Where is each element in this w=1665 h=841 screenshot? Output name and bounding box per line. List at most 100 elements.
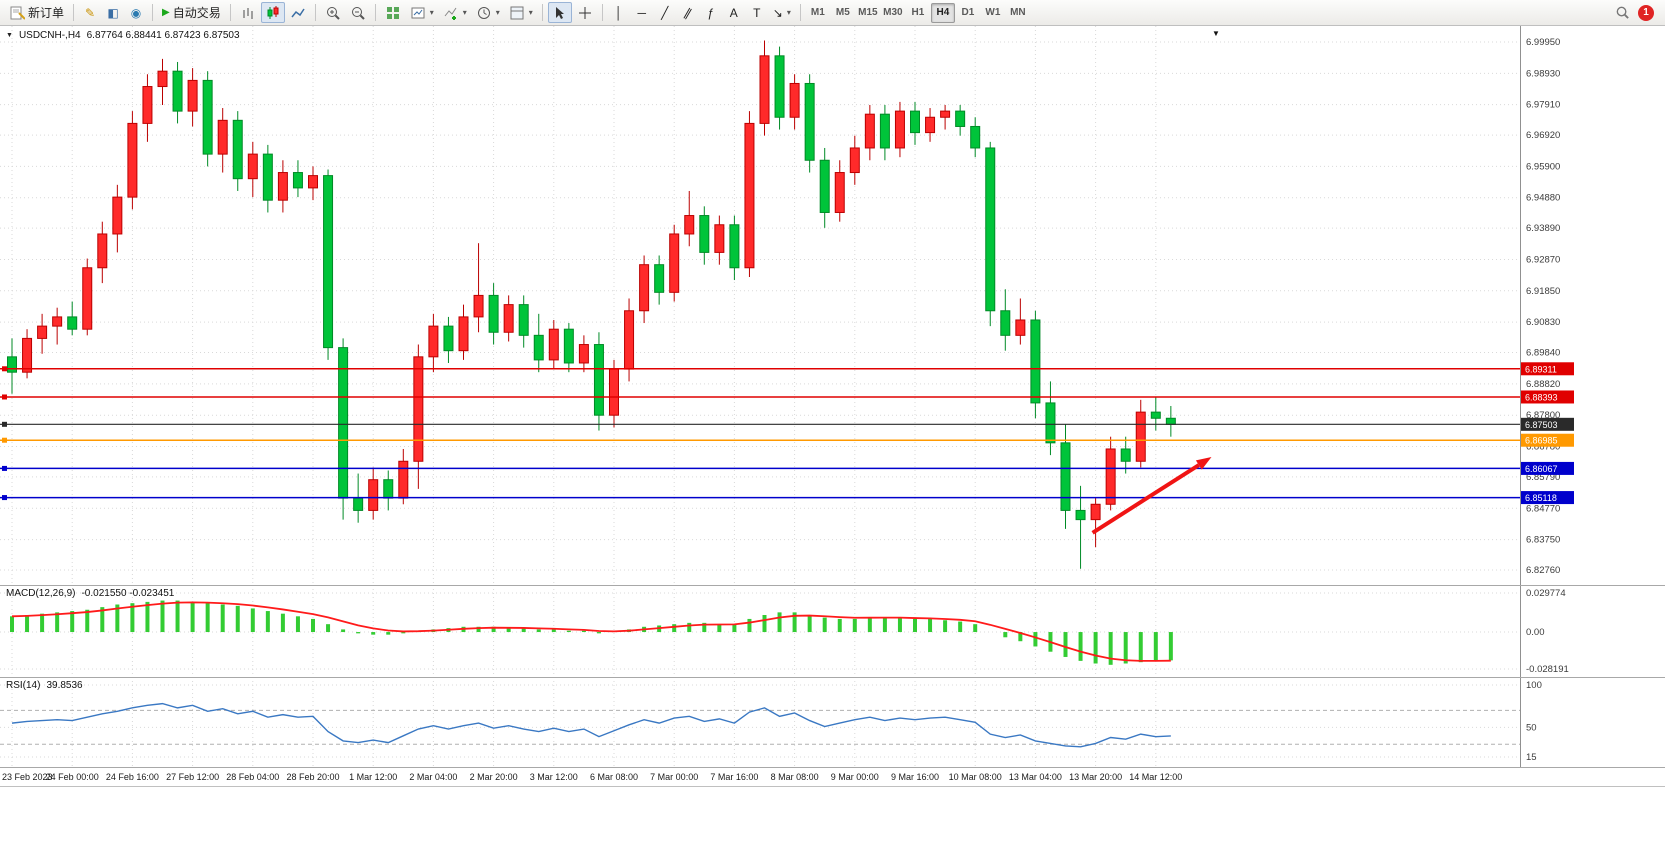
- candle: [654, 264, 665, 293]
- timeframe-m1-button[interactable]: M1: [806, 3, 830, 23]
- candle: [503, 304, 514, 333]
- level-handle[interactable]: [2, 465, 7, 471]
- strategy-tester-button[interactable]: ◧: [102, 2, 124, 23]
- candle: [684, 215, 695, 235]
- price-badge-label: 6.88393: [1525, 392, 1558, 402]
- timeframe-m5-button[interactable]: M5: [831, 3, 855, 23]
- trend-arrow-head: [1195, 456, 1212, 470]
- candle: [277, 172, 288, 201]
- candle: [308, 175, 318, 189]
- quick-trade-toggle-icon[interactable]: ▼: [6, 32, 13, 39]
- trendline-tool-button[interactable]: ╱: [654, 2, 676, 23]
- vertical-line-icon: │: [615, 5, 623, 20]
- time-axis-label: 13 Mar 20:00: [1069, 772, 1122, 782]
- bar-chart-button[interactable]: [236, 2, 260, 23]
- template-icon: [510, 6, 524, 19]
- zoom-in-button[interactable]: [321, 2, 345, 23]
- chart-shift-marker-icon[interactable]: ▼: [1212, 29, 1220, 38]
- separator: [229, 4, 231, 21]
- fibonacci-icon: ƒ: [707, 5, 715, 20]
- price-axis-label: 6.97910: [1526, 100, 1560, 111]
- rsi-line: [11, 702, 1171, 748]
- level-handle[interactable]: [2, 421, 7, 427]
- level-handle[interactable]: [2, 366, 7, 372]
- price-badge-label: 6.86985: [1525, 436, 1558, 446]
- price-badge: [1521, 362, 1574, 376]
- level-handle[interactable]: [2, 394, 7, 400]
- timeframe-h4-button[interactable]: H4: [930, 2, 955, 23]
- price-axis-label: 6.82760: [1526, 565, 1560, 576]
- new-order-button[interactable]: 新订单: [5, 2, 68, 23]
- candle: [955, 110, 966, 127]
- candle: [834, 172, 845, 213]
- level-handle[interactable]: [2, 495, 7, 501]
- macd-axis-label: -0.028191: [1526, 664, 1569, 675]
- line-chart-button[interactable]: [286, 2, 310, 23]
- play-icon: ▶: [162, 6, 170, 18]
- candle: [804, 82, 815, 161]
- notification-badge[interactable]: 1: [1638, 4, 1654, 21]
- candle: [1015, 319, 1026, 336]
- price-badge: [1521, 491, 1574, 505]
- trendline-icon: ╱: [661, 5, 669, 20]
- time-axis-label: 3 Mar 12:00: [530, 772, 578, 782]
- time-axis-label: 9 Mar 00:00: [831, 772, 879, 782]
- tile-windows-icon: [386, 6, 399, 19]
- label-tool-button[interactable]: T: [746, 2, 768, 23]
- horizontal-line-tool-button[interactable]: ─: [631, 2, 653, 23]
- timeframe-d1-button[interactable]: D1: [956, 3, 980, 23]
- text-tool-button[interactable]: A: [723, 2, 745, 23]
- candle: [473, 294, 484, 318]
- vertical-line-tool-button[interactable]: │: [608, 2, 630, 23]
- tile-windows-button[interactable]: [381, 2, 405, 23]
- candle: [1075, 509, 1086, 521]
- auto-trading-button[interactable]: ▶ 自动交易: [158, 2, 225, 23]
- rsi-label: RSI(14): [6, 680, 41, 691]
- bar-chart-icon: [243, 7, 253, 19]
- price-badge-label: 6.87503: [1525, 420, 1558, 430]
- trend-arrow-annotation[interactable]: [1091, 463, 1200, 535]
- candlestick-chart-button[interactable]: [260, 2, 285, 23]
- timeframe-m15-button[interactable]: M15: [856, 3, 880, 23]
- search-icon[interactable]: [1615, 5, 1630, 20]
- indicators-button[interactable]: ▾: [439, 2, 471, 23]
- time-axis-label: 9 Mar 16:00: [891, 772, 939, 782]
- candle: [37, 325, 48, 339]
- fibonacci-tool-button[interactable]: ƒ: [700, 2, 722, 23]
- price-badge-label: 6.89311: [1525, 364, 1557, 374]
- price-badge: [1521, 390, 1574, 404]
- timeframe-w1-button[interactable]: W1: [981, 3, 1005, 23]
- timeframe-m30-button[interactable]: M30: [881, 3, 905, 23]
- periods-button[interactable]: ▾: [472, 2, 504, 23]
- new-chart-button[interactable]: ▾: [406, 2, 438, 23]
- timeframe-mn-button[interactable]: MN: [1006, 3, 1030, 23]
- chevron-down-icon: ▾: [462, 8, 467, 17]
- candle: [894, 110, 905, 149]
- candle: [669, 233, 680, 293]
- timeframe-h1-button[interactable]: H1: [906, 3, 930, 23]
- candle: [1135, 411, 1146, 462]
- metaeditor-button[interactable]: ✎: [79, 2, 101, 23]
- candle: [142, 86, 153, 124]
- main-price-chart: 6.99950 6.98930 6.97910 6.96920 6.95900 6.948…: [0, 26, 1574, 585]
- macd-header: MACD(12,26,9) -0.021550 -0.023451: [6, 588, 174, 599]
- level-handle[interactable]: [2, 437, 7, 443]
- price-axis-label: 6.93890: [1526, 223, 1560, 234]
- time-axis-label: 2 Mar 04:00: [409, 772, 457, 782]
- price-axis-label: 6.89840: [1526, 348, 1560, 359]
- candle: [202, 79, 213, 155]
- crosshair-button[interactable]: [573, 2, 597, 23]
- separator: [601, 4, 603, 21]
- community-button[interactable]: ◉: [125, 2, 147, 23]
- new-chart-icon: [411, 7, 425, 18]
- cursor-button[interactable]: [547, 2, 572, 23]
- templates-button[interactable]: ▾: [505, 2, 537, 23]
- candle: [7, 356, 17, 373]
- zoom-out-button[interactable]: [346, 2, 370, 23]
- arrows-tool-button[interactable]: ↘ ▾: [769, 2, 795, 23]
- candle: [609, 368, 619, 416]
- time-axis-label: 7 Mar 00:00: [650, 772, 698, 782]
- rsi-axis-label: 50: [1526, 722, 1537, 733]
- time-axis-label: 8 Mar 08:00: [771, 772, 819, 782]
- channel-tool-button[interactable]: ∥: [677, 2, 699, 23]
